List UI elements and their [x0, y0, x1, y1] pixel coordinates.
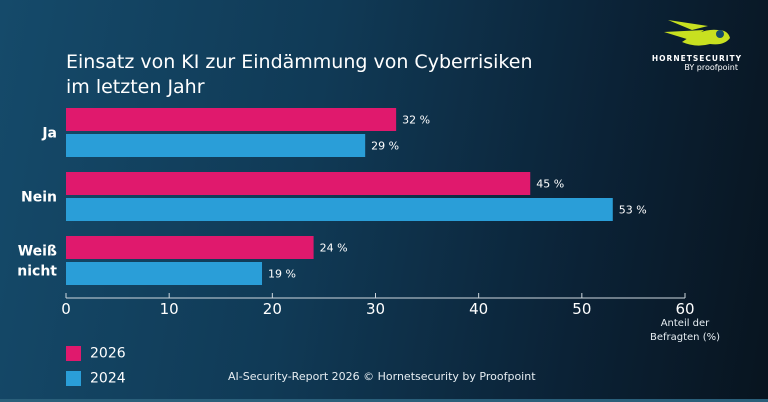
legend-item-2024: 2024: [66, 368, 126, 387]
title-line-1: Einsatz von KI zur Eindämmung von Cyberr…: [66, 51, 533, 73]
logo-brand-text: HORNETSECURITY: [651, 54, 743, 63]
x-tick-label: 20: [263, 300, 282, 318]
category-label: Nein: [21, 190, 57, 206]
bar-2026: [66, 108, 397, 131]
legend-swatch-2026: [66, 346, 81, 361]
category-label: Ja: [41, 126, 57, 142]
legend-label: 2026: [90, 345, 126, 362]
x-tick-label: 60: [675, 300, 694, 318]
data-label: 29 %: [371, 140, 399, 153]
hornetsecurity-logo: HORNETSECURITY BY proofpoint: [642, 18, 752, 72]
bar-2024: [66, 198, 613, 221]
data-label: 19 %: [268, 268, 296, 281]
legend-swatch-2024: [66, 371, 81, 386]
category-label: nicht: [17, 264, 57, 280]
data-label: 45 %: [536, 178, 564, 191]
x-axis-label: Befragten (%): [650, 332, 720, 343]
footer-credit: AI-Security-Report 2026 © Hornetsecurity…: [228, 370, 536, 383]
data-label: 24 %: [320, 242, 348, 255]
chart-title: Einsatz von KI zur Eindämmung von Cyberr…: [66, 50, 533, 100]
x-tick-label: 30: [366, 300, 385, 318]
legend-label: 2024: [90, 370, 126, 387]
bottom-border: [0, 399, 768, 402]
logo-by-text: BY proofpoint: [684, 63, 738, 72]
bar-2026: [66, 236, 314, 259]
bar-2024: [66, 262, 263, 285]
x-tick-label: 10: [160, 300, 179, 318]
x-tick-label: 50: [572, 300, 591, 318]
data-label: 32 %: [402, 114, 430, 127]
bar-2024: [66, 134, 366, 157]
x-axis-label: Anteil der: [661, 318, 710, 329]
hornet-icon: [664, 20, 730, 46]
x-tick-label: 40: [469, 300, 488, 318]
bar-2026: [66, 172, 531, 195]
x-tick-label: 0: [61, 300, 71, 318]
data-label: 53 %: [619, 204, 647, 217]
title-line-2: im letzten Jahr: [66, 76, 205, 98]
category-label: Weiß: [18, 244, 57, 260]
legend-item-2026: 2026: [66, 343, 126, 362]
